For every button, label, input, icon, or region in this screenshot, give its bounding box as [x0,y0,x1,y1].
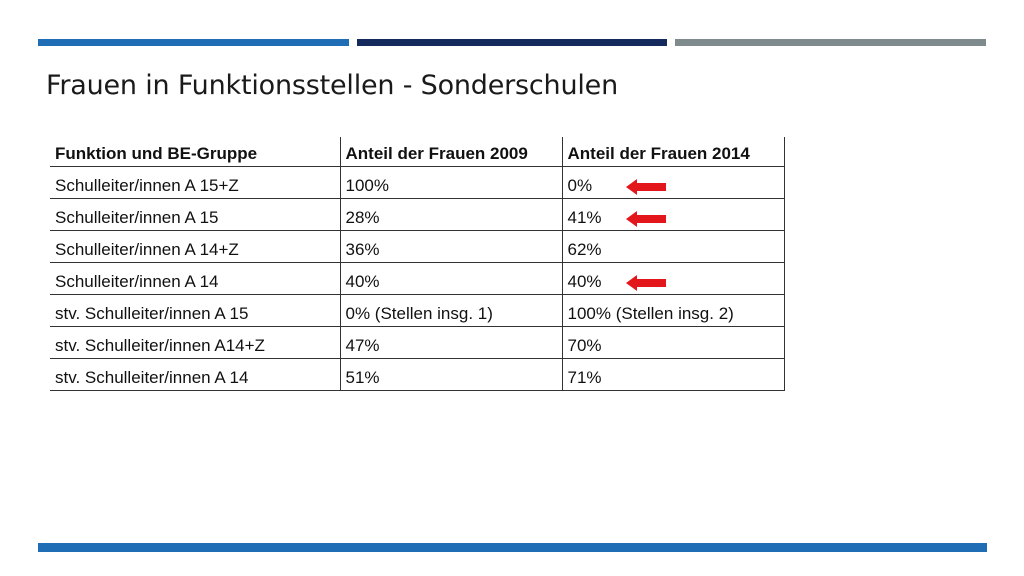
left-arrow-icon [625,211,666,227]
table-row: stv. Schulleiter/innen A 14 51% 71% [50,358,785,391]
cell-anteil-2014: 41% [561,198,785,231]
cell-anteil-2014-value: 70% [567,336,602,355]
cell-anteil-2014: 62% [561,230,785,263]
table-row: Schulleiter/innen A 14+Z 36% 62% [50,230,785,263]
cell-funktion: Schulleiter/innen A 14 [50,262,340,295]
top-accent-bar-blue [38,39,349,46]
cell-anteil-2014-value: 100% (Stellen insg. 2) [567,304,734,323]
slide-title: Frauen in Funktionsstellen - Sonderschul… [46,70,619,101]
cell-anteil-2009: 0% (Stellen insg. 1) [339,294,562,327]
left-arrow-icon [625,275,666,291]
cell-funktion: stv. Schulleiter/innen A14+Z [50,326,340,359]
column-header-2014: Anteil der Frauen 2014 [561,137,785,167]
cell-funktion: Schulleiter/innen A 14+Z [50,230,340,263]
top-accent-bar-navy [357,39,667,46]
cell-anteil-2009: 40% [339,262,562,295]
cell-anteil-2009: 28% [339,198,562,231]
bottom-accent-bar [38,543,987,552]
cell-anteil-2009: 51% [339,358,562,391]
cell-anteil-2014-value: 71% [567,368,602,387]
cell-anteil-2014-value: 62% [567,240,602,259]
cell-anteil-2014: 100% (Stellen insg. 2) [561,294,785,327]
cell-funktion: stv. Schulleiter/innen A 14 [50,358,340,391]
cell-anteil-2014-value: 40% [567,272,602,291]
left-arrow-icon [625,179,666,195]
cell-anteil-2014-value: 41% [567,208,602,227]
cell-anteil-2014: 70% [561,326,785,359]
cell-funktion: Schulleiter/innen A 15 [50,198,340,231]
table-row: Schulleiter/innen A 15+Z 100% 0% [50,166,785,199]
column-header-2009: Anteil der Frauen 2009 [339,137,562,167]
table-row: Schulleiter/innen A 15 28% 41% [50,198,785,231]
cell-anteil-2014: 0% [561,166,785,199]
table-row: stv. Schulleiter/innen A 15 0% (Stellen i… [50,294,785,327]
table-row: stv. Schulleiter/innen A14+Z 47% 70% [50,326,785,359]
cell-funktion: Schulleiter/innen A 15+Z [50,166,340,199]
cell-anteil-2009: 36% [339,230,562,263]
table-row: Schulleiter/innen A 14 40% 40% [50,262,785,295]
column-header-funktion: Funktion und BE-Gruppe [50,137,340,167]
cell-funktion: stv. Schulleiter/innen A 15 [50,294,340,327]
cell-anteil-2014-value: 0% [567,176,593,195]
cell-anteil-2014: 40% [561,262,785,295]
data-table: Funktion und BE-Gruppe Anteil der Frauen… [50,137,785,391]
table-header-row: Funktion und BE-Gruppe Anteil der Frauen… [50,137,785,167]
top-accent-bar-gray [675,39,986,46]
cell-anteil-2009: 47% [339,326,562,359]
cell-anteil-2009: 100% [339,166,562,199]
cell-anteil-2014: 71% [561,358,785,391]
